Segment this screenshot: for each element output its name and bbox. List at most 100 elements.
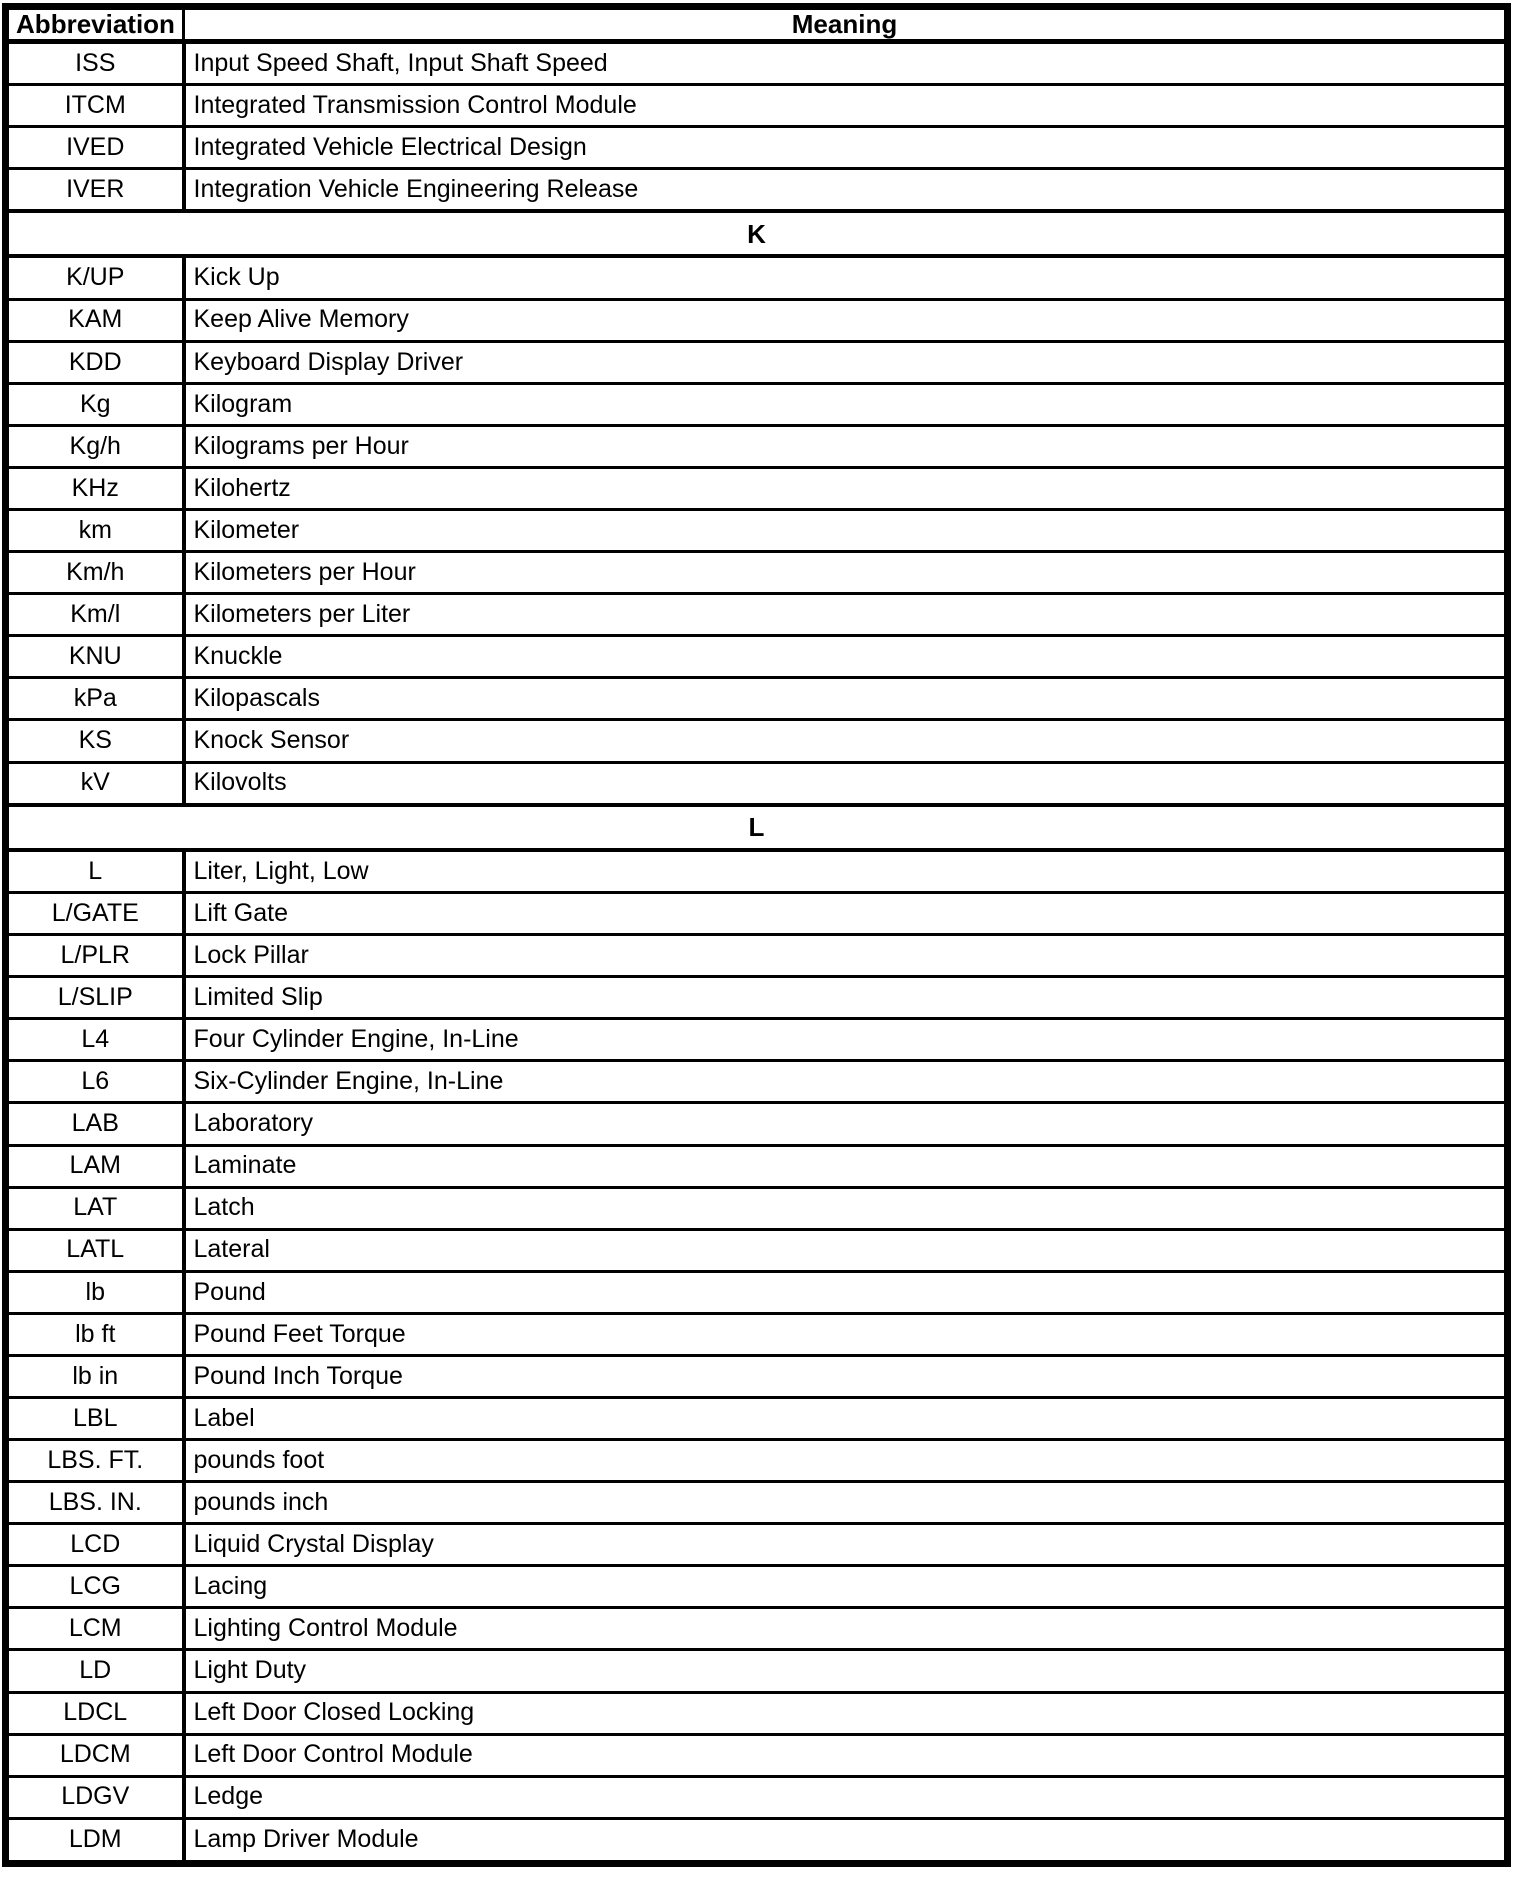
abbreviation-cell: K/UP [4,254,186,301]
table-row: K/UP Kick Up [4,254,1509,301]
abbreviation-cell: KS [4,718,186,764]
abbreviation-cell: LCG [4,1564,186,1610]
meaning-cell: Integration Vehicle Engineering Release [182,167,1509,213]
meaning-cell: Limited Slip [182,975,1509,1021]
meaning-cell: Kilograms per Hour [182,423,1509,470]
abbreviation-cell: lb ft [4,1311,186,1357]
meaning-cell: Kick Up [182,254,1509,301]
abbreviation-cell: LBS. FT. [4,1438,186,1484]
abbreviation-cell: IVED [4,125,186,171]
abbreviation-cell: lb in [4,1353,186,1400]
abbreviation-cell: LCM [4,1606,186,1652]
table-row: lb in Pound Inch Torque [4,1353,1509,1400]
table-row: KHz Kilohertz [4,466,1509,512]
table-row: LDCL Left Door Closed Locking [4,1690,1509,1736]
table-row: LAM Laminate [4,1143,1509,1189]
table-row: IVER Integration Vehicle Engineering Rele… [4,167,1509,213]
meaning-cell: Liquid Crystal Display [182,1522,1509,1568]
meaning-cell: Kilogram [182,381,1509,427]
table-row: LBS. IN. pounds inch [4,1480,1509,1526]
meaning-cell: Liter, Light, Low [182,848,1509,895]
meaning-cell: Lock Pillar [182,933,1509,979]
abbreviation-cell: Kg [4,381,186,427]
meaning-cell: Keep Alive Memory [182,297,1509,343]
abbreviation-cell: KHz [4,466,186,512]
abbreviation-cell: IVER [4,167,186,213]
table-row: KDD Keyboard Display Driver [4,339,1509,385]
meaning-cell: Lateral [182,1227,1509,1273]
abbreviation-cell: LAM [4,1143,186,1189]
abbreviation-cell: lb [4,1269,186,1315]
table-row: LBS. FT. pounds foot [4,1438,1509,1484]
abbreviation-cell: Km/l [4,592,186,638]
meaning-cell: Left Door Control Module [182,1732,1509,1778]
table-row: Km/h Kilometers per Hour [4,550,1509,596]
meaning-cell: Kilometer [182,508,1509,554]
abbreviation-cell: LDCL [4,1690,186,1736]
meaning-cell: Input Speed Shaft, Input Shaft Speed [182,39,1509,87]
table-row: lb ft Pound Feet Torque [4,1311,1509,1357]
abbreviation-cell: L [4,848,186,895]
meaning-cell: Integrated Vehicle Electrical Design [182,125,1509,171]
table-row: LCM Lighting Control Module [4,1606,1509,1652]
abbreviation-cell: LAT [4,1185,186,1231]
abbreviation-cell: Km/h [4,550,186,596]
table-row: KS Knock Sensor [4,718,1509,764]
table-row: LAB Laboratory [4,1101,1509,1147]
meaning-cell: Pound [182,1269,1509,1315]
table-row: LD Light Duty [4,1648,1509,1694]
meaning-cell: Light Duty [182,1648,1509,1694]
meaning-cell: Kilometers per Liter [182,592,1509,638]
abbreviation-cell: L6 [4,1059,186,1105]
meaning-cell: pounds foot [182,1438,1509,1484]
abbreviations-table: Abbreviation Meaning ISS Input Speed Shaf… [2,3,1511,1867]
table-row: LAT Latch [4,1185,1509,1231]
table-row: LCD Liquid Crystal Display [4,1522,1509,1568]
table-row: ITCM Integrated Transmission Control Modu… [4,83,1509,129]
abbreviation-cell: L/GATE [4,891,186,937]
abbreviation-cell: Kg/h [4,423,186,470]
table-row: L6 Six-Cylinder Engine, In-Line [4,1059,1509,1105]
abbreviation-cell: L/PLR [4,933,186,979]
table-row: lb Pound [4,1269,1509,1315]
meaning-cell: Six-Cylinder Engine, In-Line [182,1059,1509,1105]
meaning-cell: Knuckle [182,634,1509,680]
table-row: L Liter, Light, Low [4,848,1509,895]
abbreviation-cell: L/SLIP [4,975,186,1021]
abbreviation-cell: KAM [4,297,186,343]
abbreviation-table-body: ISS Input Speed Shaft, Input Shaft Speed I… [4,39,1509,1866]
meaning-cell: Kilometers per Hour [182,550,1509,596]
meaning-cell: Four Cylinder Engine, In-Line [182,1017,1509,1063]
column-header-abbreviation: Abbreviation [4,5,185,44]
table-row: LBL Label [4,1395,1509,1442]
abbreviation-cell: kPa [4,676,186,722]
table-row: Kg Kilogram [4,381,1509,427]
meaning-cell: Ledge [182,1774,1509,1820]
abbreviation-cell: LDCM [4,1732,186,1778]
abbreviation-cell: LDGV [4,1774,186,1820]
abbreviation-cell: LAB [4,1101,186,1147]
table-row: LATL Lateral [4,1227,1509,1273]
header-row: Abbreviation Meaning [4,5,1509,44]
table-row: Km/l Kilometers per Liter [4,592,1509,638]
meaning-cell: Keyboard Display Driver [182,339,1509,385]
abbreviation-cell: KDD [4,339,186,385]
meaning-cell: Integrated Transmission Control Module [182,83,1509,129]
meaning-cell: Lacing [182,1564,1509,1610]
meaning-cell: Knock Sensor [182,718,1509,764]
abbreviation-cell: kV [4,760,186,807]
section-letter: K [4,209,1509,259]
table-row: IVED Integrated Vehicle Electrical Design [4,125,1509,171]
table-row: KAM Keep Alive Memory [4,297,1509,343]
table-row: L/PLR Lock Pillar [4,933,1509,979]
meaning-cell: Kilohertz [182,466,1509,512]
abbreviation-cell: LBL [4,1395,186,1442]
table-row: L/SLIP Limited Slip [4,975,1509,1021]
abbreviation-cell: LDM [4,1816,186,1866]
meaning-cell: Kilopascals [182,676,1509,722]
abbreviation-cell: LD [4,1648,186,1694]
table-row: ISS Input Speed Shaft, Input Shaft Speed [4,39,1509,87]
table-row: LDCM Left Door Control Module [4,1732,1509,1778]
abbreviation-cell: ISS [4,39,186,87]
